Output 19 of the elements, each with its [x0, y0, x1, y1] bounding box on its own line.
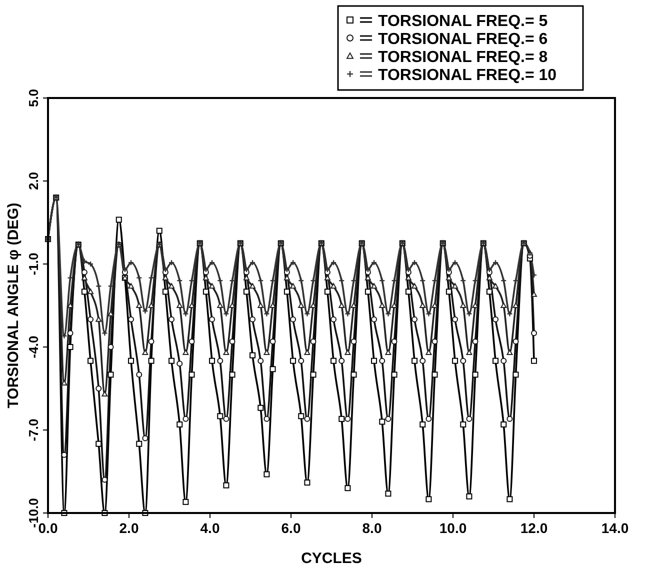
x-tick-label: 6.0 [281, 520, 301, 536]
y-tick-label: -1.0 [26, 252, 41, 276]
y-tick-label: 2.0 [26, 172, 41, 190]
legend-label: TORSIONAL FREQ.= 10 [378, 67, 557, 84]
x-tick-label: 4.0 [200, 520, 220, 536]
x-tick-label: 0.0 [38, 520, 58, 536]
y-tick-label: 5.0 [26, 88, 41, 108]
legend-label: TORSIONAL FREQ.= 6 [378, 31, 548, 48]
x-tick-label: 10.0 [439, 520, 467, 536]
x-tick-label: 8.0 [362, 520, 382, 536]
y-axis-title: TORSIONAL ANGLE φ (DEG) [5, 202, 22, 408]
x-tick-label: 2.0 [119, 520, 139, 536]
x-tick-label: 14.0 [601, 520, 629, 536]
x-tick-label: 12.0 [520, 520, 548, 536]
x-axis-title: CYCLES [301, 550, 362, 567]
y-tick-label: -7.0 [26, 418, 41, 442]
legend-label: TORSIONAL FREQ.= 8 [378, 49, 548, 66]
legend-label: TORSIONAL FREQ.= 5 [378, 13, 548, 30]
y-tick-label: -4.0 [26, 336, 41, 358]
